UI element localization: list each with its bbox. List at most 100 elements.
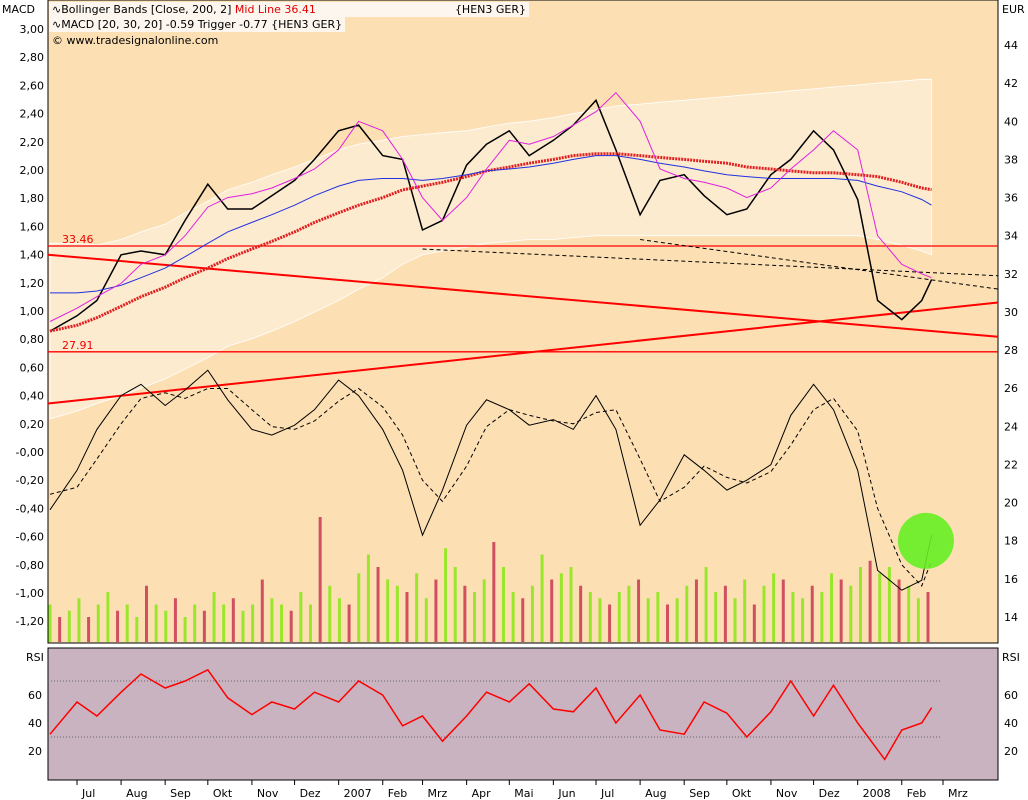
left-axis-tick: -1,20	[16, 615, 44, 628]
right-axis-tick: 14	[1004, 611, 1018, 624]
right-axis-tick: 32	[1004, 268, 1018, 281]
volume-bar	[752, 604, 756, 642]
rsi-tick-left: 40	[28, 717, 42, 730]
x-axis-tick: 2007	[344, 787, 372, 800]
right-axis-tick: 28	[1004, 344, 1018, 357]
volume-bar	[67, 610, 71, 642]
right-axis-tick: 38	[1004, 153, 1018, 166]
volume-bar	[559, 573, 563, 642]
left-axis-tick: 2,40	[20, 108, 45, 121]
volume-bar	[569, 567, 573, 642]
x-axis-tick: Mrz	[428, 787, 448, 800]
x-axis-tick: Aug	[645, 787, 666, 800]
volume-bar	[926, 592, 930, 642]
series-mid-line	[49, 152, 932, 333]
x-axis-tick: Nov	[776, 787, 798, 800]
series-trigger	[49, 387, 933, 587]
volume-bar	[386, 579, 390, 642]
right-axis-tick: 18	[1004, 535, 1018, 548]
volume-bar	[270, 598, 274, 642]
left-axis-tick: 2,80	[20, 51, 45, 64]
rsi-tick-left: 60	[28, 689, 42, 702]
volume-bar	[858, 567, 862, 642]
volume-bar	[328, 585, 332, 642]
volume-bar	[675, 598, 679, 642]
x-axis-tick: Jun	[557, 787, 575, 800]
volume-bar	[550, 579, 554, 642]
volume-bar	[579, 585, 583, 642]
volume-bar	[299, 592, 303, 642]
volume-bar	[183, 617, 187, 642]
volume-bar	[482, 579, 486, 642]
series-close	[49, 98, 933, 332]
rsi-tick-right: 20	[1004, 745, 1018, 758]
right-axis-title: EUR	[1002, 3, 1025, 16]
left-axis-tick: 1,80	[20, 192, 45, 205]
volume-bar	[173, 598, 177, 642]
legend-macd[interactable]: ∿MACD [20, 30, 20] -0.59 Trigger -0.77 {…	[49, 17, 346, 32]
volume-bar	[810, 585, 814, 642]
volume-bar	[637, 579, 641, 642]
volume-bar	[897, 579, 901, 642]
left-axis-title: MACD	[2, 3, 35, 16]
left-axis-tick: -0,00	[16, 446, 44, 459]
left-axis-tick: 1,20	[20, 277, 45, 290]
volume-bar	[511, 592, 515, 642]
left-axis-tick: -0,20	[16, 474, 44, 487]
volume-bar	[424, 598, 428, 642]
x-axis-tick: 2008	[863, 787, 891, 800]
volume-bar	[492, 542, 496, 642]
rsi-tick-right: 60	[1004, 689, 1018, 702]
volume-bar	[251, 604, 255, 642]
volume-bar	[434, 579, 438, 642]
trend-line	[47, 301, 999, 405]
volume-bar	[791, 592, 795, 642]
x-axis-tick: Sep	[689, 787, 710, 800]
volume-bar	[820, 592, 824, 642]
rsi-line	[49, 668, 933, 761]
left-axis-tick: -0,80	[16, 559, 44, 572]
volume-bar	[598, 598, 602, 642]
volume-bar	[241, 610, 245, 642]
rsi-panel	[47, 647, 999, 781]
volume-bar	[48, 604, 52, 642]
volume-bar	[202, 610, 206, 642]
right-axis-tick: 26	[1004, 382, 1018, 395]
volume-bar	[164, 610, 168, 642]
volume-bar	[347, 604, 351, 642]
volume-bar	[839, 579, 843, 642]
rsi-title-right: RSI	[1002, 651, 1020, 664]
volume-bar	[309, 604, 313, 642]
volume-bar	[125, 604, 129, 642]
volume-bar	[260, 579, 264, 642]
left-axis-tick: 2,20	[20, 136, 45, 149]
volume-bar	[473, 592, 477, 642]
horizontal-line-label: 27.91	[62, 339, 94, 352]
volume-bar	[588, 592, 592, 642]
right-axis-tick: 30	[1004, 306, 1018, 319]
x-axis-tick: Feb	[388, 787, 407, 800]
legend-midline: Mid Line 36.41	[234, 3, 316, 16]
horizontal-line-label: 33.46	[62, 233, 94, 246]
volume-bar	[694, 579, 698, 642]
volume-bar	[366, 554, 370, 642]
indicator-icon: ∿	[52, 18, 62, 31]
volume-bar	[646, 598, 650, 642]
left-axis-tick: 3,00	[20, 23, 45, 36]
volume-bar	[849, 585, 853, 642]
left-axis-tick: -1,00	[16, 587, 44, 600]
x-axis-tick: Dez	[819, 787, 840, 800]
legend-bollinger[interactable]: ∿Bollinger Bands [Close, 200, 2] Mid Lin…	[49, 2, 529, 17]
series-moving-average	[50, 155, 932, 294]
left-axis-tick: -0,60	[16, 531, 44, 544]
volume-bar	[762, 585, 766, 642]
volume-bar	[193, 604, 197, 642]
x-axis-tick: Nov	[257, 787, 279, 800]
volume-bar	[887, 567, 891, 642]
volume-bar	[743, 579, 747, 642]
right-axis-tick: 44	[1004, 39, 1018, 52]
volume-bar	[608, 604, 612, 642]
signal-circle	[897, 512, 954, 569]
x-axis-tick: Mai	[514, 787, 533, 800]
